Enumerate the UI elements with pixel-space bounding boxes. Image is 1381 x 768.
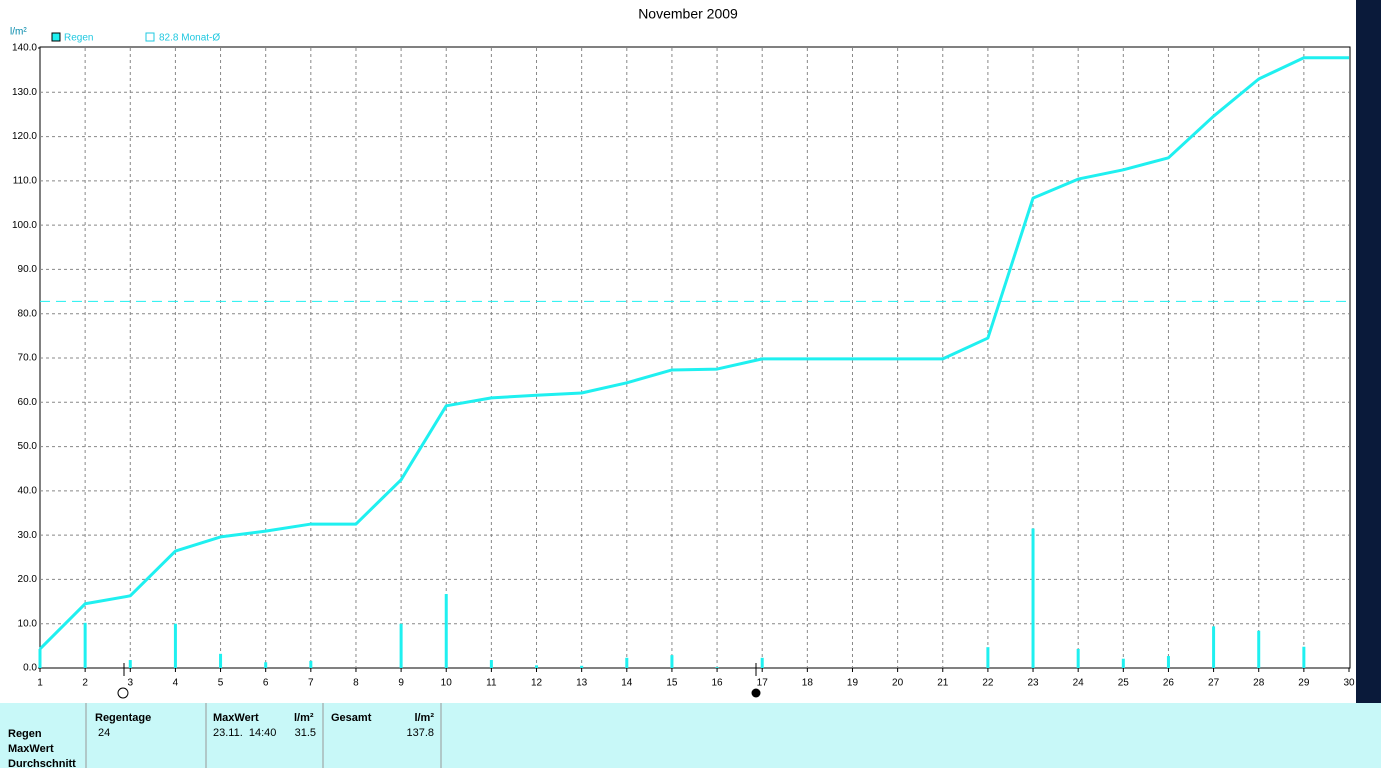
header: l/m² (414, 712, 434, 724)
bar (1076, 648, 1080, 668)
bar (83, 622, 87, 668)
bar (1121, 658, 1125, 668)
header: Regentage (95, 712, 151, 724)
x-tick-label: 2 (82, 678, 88, 689)
x-tick-label: 11 (486, 678, 497, 689)
cell: 23.11. 14:40 (213, 727, 276, 739)
x-tick-label: 3 (127, 678, 133, 689)
bar (760, 657, 764, 668)
new-moon-icon (751, 688, 761, 698)
bar (715, 667, 719, 668)
x-tick-label: 7 (308, 678, 314, 689)
legend-swatch (51, 32, 61, 42)
header: Gesamt (331, 712, 372, 724)
y-tick-label: 70.0 (18, 353, 38, 364)
legend-label-average: 82.8 Monat-Ø (159, 33, 220, 44)
plot: 0.0 10.0 20.0 30.0 40.0 50.0 60.0 70.0 80.0 90.0 1… (12, 43, 1355, 689)
y-tick-label: 60.0 (18, 397, 38, 408)
y-tick-label: 140.0 (12, 43, 37, 54)
x-tick-label: 1 (37, 678, 43, 689)
y-tick-label: 20.0 (18, 574, 38, 585)
x-tick-label: 26 (1163, 678, 1175, 689)
x-tick-label: 29 (1298, 678, 1310, 689)
bar (38, 648, 42, 668)
row-label: MaxWert (8, 743, 54, 755)
y-tick-label: 100.0 (12, 220, 37, 231)
row-label: Regen (8, 728, 42, 740)
x-tick-label: 22 (982, 678, 994, 689)
y-tick-label: 40.0 (18, 485, 38, 496)
cumulative-line (38, 56, 1349, 651)
x-tick-label: 14 (621, 678, 633, 689)
y-tick-label: 50.0 (18, 441, 38, 452)
bar (1166, 656, 1170, 668)
full-moon-icon (117, 687, 129, 699)
x-tick-label: 6 (263, 678, 269, 689)
cell: 31.5 (295, 727, 316, 739)
bar (489, 660, 493, 668)
bar (986, 647, 990, 668)
y-tick-label: 10.0 (18, 618, 38, 629)
x-tick-label: 27 (1208, 678, 1220, 689)
x-tick-label: 30 (1343, 678, 1355, 689)
y-tick-label: 80.0 (18, 308, 38, 319)
bar (128, 660, 132, 668)
y-tick-label: 0.0 (23, 663, 37, 674)
cell: 137.8 (406, 727, 434, 739)
bar (1212, 626, 1216, 668)
x-tick-label: 16 (712, 678, 724, 689)
bar (670, 655, 674, 668)
x-tick-label: 15 (666, 678, 678, 689)
bar (1302, 646, 1306, 668)
x-tick-label: 23 (1027, 678, 1039, 689)
bar (1257, 630, 1261, 668)
x-tick-label: 17 (757, 678, 769, 689)
x-tick-label: 8 (353, 678, 359, 689)
desktop-edge (1356, 0, 1381, 703)
chart-title: November 2009 (638, 6, 738, 22)
y-tick-label: 110.0 (13, 175, 38, 186)
header: MaxWert (213, 712, 259, 724)
x-tick-label: 28 (1253, 678, 1265, 689)
bar (444, 594, 448, 668)
x-tick-label: 18 (802, 678, 814, 689)
x-tick-label: 4 (173, 678, 179, 689)
bar (309, 660, 313, 668)
x-tick-label: 9 (398, 678, 404, 689)
table: Regentage MaxWert l/m² Gesamt l/m² Regen… (8, 703, 442, 768)
header: l/m² (294, 712, 314, 724)
y-tick-label: 120.0 (12, 131, 37, 142)
x-tick-label: 13 (576, 678, 588, 689)
legend-swatch-average (145, 32, 155, 42)
y-unit: l/m² (10, 27, 27, 38)
x-tick-label: 10 (441, 678, 453, 689)
x-tick-label: 20 (892, 678, 904, 689)
y-tick-label: 90.0 (18, 264, 38, 275)
bar (535, 665, 539, 668)
bar (264, 662, 268, 668)
bar (580, 665, 584, 668)
x-tick-label: 19 (847, 678, 859, 689)
x-tick-label: 12 (531, 678, 543, 689)
x-tick-label: 24 (1073, 678, 1085, 689)
x-tick-label: 21 (937, 678, 949, 689)
legend-label: Regen (64, 33, 93, 44)
bar (399, 623, 403, 668)
bar (219, 653, 223, 668)
x-tick-label: 5 (218, 678, 224, 689)
y-tick-label: 30.0 (18, 530, 38, 541)
summary-table (0, 703, 1381, 768)
bar (173, 623, 177, 668)
y-tick-label: 130.0 (12, 87, 37, 98)
bar (625, 657, 629, 668)
bar (1031, 528, 1035, 668)
cell: 24 (98, 727, 110, 739)
x-tick-label: 25 (1118, 678, 1130, 689)
row-label: Durchschnitt (8, 758, 76, 768)
